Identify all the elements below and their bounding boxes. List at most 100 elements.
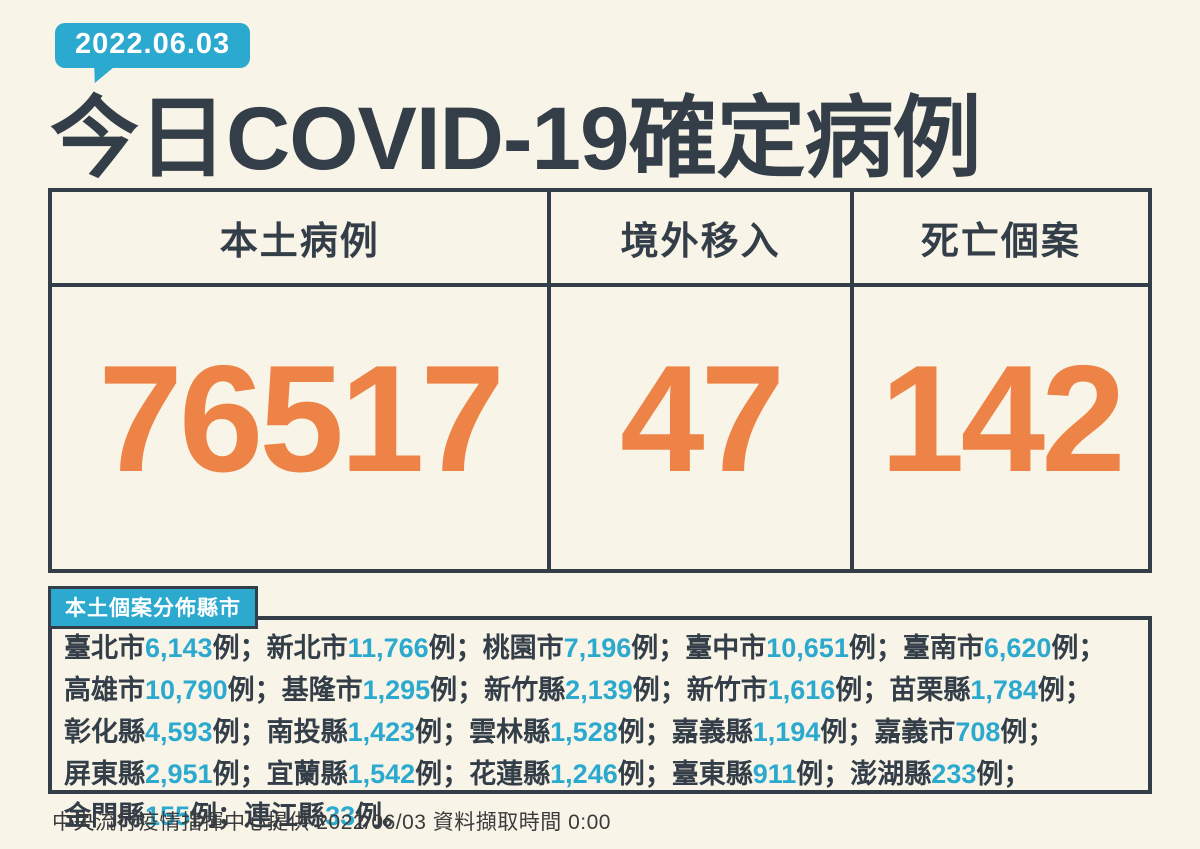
county-name: 澎湖縣 bbox=[850, 759, 932, 789]
date-badge: 2022.06.03 bbox=[55, 23, 251, 68]
value-cell-imported-cases: 47 bbox=[547, 287, 849, 569]
deaths-value: 142 bbox=[880, 334, 1126, 504]
county-entry: 屏東縣2,951例； bbox=[64, 759, 267, 789]
county-entry: 彰化縣4,593例； bbox=[64, 717, 267, 747]
county-unit-separator: 例； bbox=[1051, 633, 1106, 663]
county-unit-separator: 例； bbox=[190, 801, 245, 831]
county-name: 宜蘭縣 bbox=[266, 759, 348, 789]
county-entry: 新竹縣2,139例； bbox=[484, 675, 687, 705]
county-count: 1,542 bbox=[347, 759, 416, 789]
header-cell-local-cases: 本土病例 bbox=[52, 192, 547, 283]
county-name: 彰化縣 bbox=[64, 717, 145, 747]
county-count: 911 bbox=[752, 759, 797, 789]
county-count: 4,593 bbox=[145, 717, 213, 747]
county-count: 1,616 bbox=[767, 675, 836, 705]
county-count: 33 bbox=[325, 801, 356, 831]
county-entry: 臺中市10,651例； bbox=[685, 633, 903, 663]
local-cases-value: 76517 bbox=[98, 334, 505, 504]
county-unit-separator: 例； bbox=[1037, 675, 1092, 705]
summary-table-value-row: 76517 47 142 bbox=[52, 287, 1148, 569]
county-distribution-text: 臺北市6,143例；新北市11,766例；桃園市7,196例；臺中市10,651… bbox=[64, 627, 1136, 837]
header-cell-imported-cases: 境外移入 bbox=[547, 192, 849, 283]
county-unit-separator: 例； bbox=[976, 759, 1031, 789]
county-count: 7,196 bbox=[563, 633, 632, 663]
distribution-box-label: 本土個案分佈縣市 bbox=[48, 586, 258, 629]
county-name: 高雄市 bbox=[64, 675, 145, 705]
county-count: 1,246 bbox=[550, 759, 618, 789]
county-name: 嘉義市 bbox=[874, 717, 956, 747]
county-unit-separator: 例； bbox=[796, 759, 851, 789]
county-count: 1,295 bbox=[362, 675, 431, 705]
county-name: 南投縣 bbox=[266, 717, 348, 747]
county-entry: 嘉義市708例； bbox=[874, 717, 1054, 747]
county-entry: 臺東縣911例； bbox=[672, 759, 851, 789]
county-entry: 澎湖縣233例； bbox=[850, 759, 1030, 789]
county-unit-separator: 例； bbox=[835, 675, 890, 705]
county-count: 1,194 bbox=[752, 717, 821, 747]
county-count: 1,784 bbox=[970, 675, 1038, 705]
header-label-local-cases: 本土病例 bbox=[219, 221, 380, 263]
county-entry: 新竹市1,616例； bbox=[687, 675, 890, 705]
county-unit-separator: 例； bbox=[631, 633, 686, 663]
county-name: 臺北市 bbox=[64, 633, 145, 663]
county-count: 2,139 bbox=[565, 675, 633, 705]
county-entry: 宜蘭縣1,542例； bbox=[267, 759, 470, 789]
county-unit-separator: 例； bbox=[617, 759, 672, 789]
county-entry: 臺北市6,143例； bbox=[64, 633, 267, 663]
county-name: 雲林縣 bbox=[469, 717, 551, 747]
county-count: 1,423 bbox=[347, 717, 416, 747]
distribution-box: 本土個案分佈縣市 臺北市6,143例；新北市11,766例；桃園市7,196例；… bbox=[48, 586, 1152, 831]
county-unit-separator: 例； bbox=[848, 633, 903, 663]
county-unit-separator: 例； bbox=[430, 675, 485, 705]
county-count: 6,143 bbox=[145, 633, 213, 663]
county-entry: 桃園市7,196例； bbox=[483, 633, 686, 663]
summary-table: 本土病例 境外移入 死亡個案 76517 47 142 bbox=[48, 188, 1152, 573]
county-count: 1,528 bbox=[550, 717, 618, 747]
county-entry: 新北市11,766例； bbox=[267, 633, 483, 663]
footer-source-text: 中央流行疫情指揮中心提供 2022/06/03 資料擷取時間 0:00 bbox=[52, 811, 611, 834]
county-name: 屏東縣 bbox=[64, 759, 145, 789]
county-name: 新竹縣 bbox=[484, 675, 566, 705]
county-entry: 嘉義縣1,194例； bbox=[672, 717, 875, 747]
county-unit-separator: 例。 bbox=[355, 801, 410, 831]
county-count: 10,790 bbox=[145, 675, 228, 705]
county-name: 連江縣 bbox=[244, 801, 326, 831]
county-name: 花蓮縣 bbox=[469, 759, 551, 789]
value-cell-local-cases: 76517 bbox=[52, 287, 547, 569]
county-unit-separator: 例； bbox=[1000, 717, 1055, 747]
county-count: 2,951 bbox=[145, 759, 213, 789]
county-unit-separator: 例； bbox=[428, 633, 483, 663]
county-entry: 連江縣33例。 bbox=[244, 801, 409, 831]
date-badge-label: 2022.06.03 bbox=[75, 28, 231, 60]
county-entry: 花蓮縣1,246例； bbox=[469, 759, 672, 789]
county-name: 新竹市 bbox=[686, 675, 768, 705]
county-name: 嘉義縣 bbox=[671, 717, 753, 747]
county-name: 基隆市 bbox=[281, 675, 363, 705]
county-count: 233 bbox=[931, 759, 977, 789]
county-count: 10,651 bbox=[766, 633, 849, 663]
county-unit-separator: 例； bbox=[820, 717, 875, 747]
county-unit-separator: 例； bbox=[212, 759, 267, 789]
county-count: 155 bbox=[145, 801, 191, 831]
header-cell-deaths: 死亡個案 bbox=[849, 192, 1148, 283]
county-entry: 南投縣1,423例； bbox=[267, 717, 470, 747]
county-unit-separator: 例； bbox=[212, 633, 267, 663]
county-name: 苗栗縣 bbox=[889, 675, 971, 705]
county-entry: 基隆市1,295例； bbox=[282, 675, 485, 705]
county-unit-separator: 例； bbox=[227, 675, 282, 705]
summary-table-header-row: 本土病例 境外移入 死亡個案 bbox=[52, 192, 1148, 287]
county-unit-separator: 例； bbox=[415, 759, 470, 789]
imported-cases-value: 47 bbox=[620, 334, 785, 504]
county-name: 新北市 bbox=[266, 633, 348, 663]
county-entry: 苗栗縣1,784例； bbox=[889, 675, 1092, 705]
county-name: 桃園市 bbox=[482, 633, 564, 663]
county-entry: 高雄市10,790例； bbox=[64, 675, 282, 705]
county-name: 臺中市 bbox=[685, 633, 767, 663]
county-entry: 雲林縣1,528例； bbox=[469, 717, 672, 747]
county-count: 11,766 bbox=[347, 633, 429, 663]
county-unit-separator: 例； bbox=[415, 717, 470, 747]
county-count: 6,620 bbox=[983, 633, 1052, 663]
county-unit-separator: 例； bbox=[632, 675, 687, 705]
county-count: 708 bbox=[955, 717, 1001, 747]
